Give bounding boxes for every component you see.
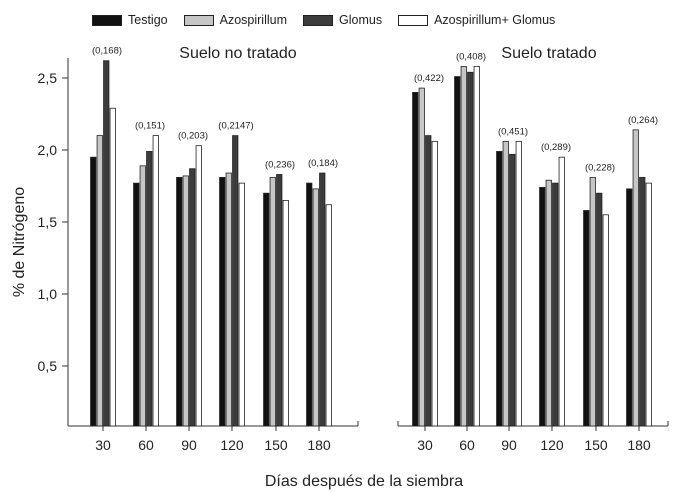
y-axis-label: % de Nitrógeno (11, 187, 28, 297)
x-tick-label: 60 (138, 437, 154, 453)
y-tick-label: 0,5 (38, 358, 58, 374)
y-tick-label: 2,0 (38, 142, 58, 158)
bar (90, 156, 97, 427)
bar (152, 135, 159, 427)
y-tick-label: 1,0 (38, 286, 58, 302)
panel-title: Suelo tratado (501, 45, 596, 62)
bar-annotation: (0,203) (178, 131, 208, 142)
bar-annotation: (0,2147) (218, 121, 253, 132)
legend-label-testigo: Testigo (128, 13, 168, 27)
bar (454, 76, 461, 427)
bar-annotation: (0,289) (541, 142, 571, 153)
bar (418, 87, 425, 427)
legend-swatch-testigo (92, 14, 122, 26)
bar (460, 66, 467, 427)
bar (238, 182, 245, 427)
bar-annotation: (0,236) (265, 160, 295, 171)
bar (269, 176, 276, 427)
x-tick-label: 30 (95, 437, 111, 453)
bar (176, 176, 183, 427)
bar (232, 135, 239, 427)
bar (276, 174, 283, 427)
bar (225, 172, 232, 427)
bar (545, 179, 552, 427)
bar-annotation: (0,168) (92, 46, 122, 57)
bar (96, 135, 103, 427)
bar (539, 187, 546, 427)
bar (182, 175, 189, 427)
bar (139, 165, 146, 427)
x-tick-label: 180 (307, 437, 331, 453)
bar (133, 182, 140, 427)
legend-label-glomus: Glomus (339, 13, 383, 27)
y-tick-label: 1,5 (38, 214, 58, 230)
bar (558, 156, 565, 427)
legend-swatch-azospirillum-glomus (398, 14, 429, 26)
bar (596, 192, 603, 427)
bar (496, 151, 503, 427)
bar (103, 60, 110, 427)
bar (431, 140, 438, 427)
legend-label-azospirillum-glomus: Azospirillum+ Glomus (434, 13, 556, 27)
x-tick-label: 180 (627, 437, 651, 453)
x-tick-label: 90 (501, 437, 517, 453)
legend: Testigo Azospirillum Glomus Azospirillum… (92, 10, 571, 30)
x-tick-label: 120 (540, 437, 564, 453)
bar (263, 192, 270, 427)
legend-item-azospirillum: Azospirillum (183, 13, 287, 27)
bar (473, 66, 480, 427)
bar-annotation: (0,422) (414, 73, 444, 84)
legend-swatch-glomus (303, 14, 333, 26)
bar (515, 140, 522, 427)
bar-annotation: (0,264) (628, 115, 658, 126)
bar (319, 172, 326, 427)
legend-item-azospirillum-glomus: Azospirillum+ Glomus (398, 13, 555, 27)
bar (602, 214, 609, 427)
bar-annotation: (0,451) (498, 126, 528, 137)
bar (219, 176, 226, 427)
legend-item-testigo: Testigo (92, 13, 168, 27)
bar (552, 182, 559, 427)
bar (282, 199, 289, 427)
bar-annotation: (0,151) (135, 121, 165, 132)
bar (467, 71, 474, 427)
bar (589, 176, 596, 427)
bar (645, 182, 652, 427)
bar (502, 140, 509, 427)
x-tick-label: 150 (584, 437, 608, 453)
bar (306, 182, 313, 427)
bar (312, 188, 319, 427)
bar (632, 129, 639, 427)
legend-swatch-azospirillum (183, 14, 214, 26)
bar-annotation: (0,184) (308, 158, 338, 169)
bar (146, 151, 153, 427)
bar (195, 145, 202, 427)
x-tick-label: 120 (220, 437, 244, 453)
bar (639, 176, 646, 427)
x-tick-label: 150 (264, 437, 288, 453)
bar (325, 204, 332, 427)
x-axis-label: Días después de la siembra (265, 473, 463, 490)
y-tick-label: 2,5 (38, 70, 58, 86)
panel-title: Suelo no tratado (179, 45, 297, 62)
bar (412, 92, 419, 427)
bar (189, 168, 196, 427)
legend-label-azospirillum: Azospirillum (219, 13, 287, 27)
x-tick-label: 30 (417, 437, 433, 453)
bar-annotation: (0,408) (456, 52, 486, 63)
bar (583, 210, 590, 427)
bar (109, 107, 116, 427)
legend-item-glomus: Glomus (303, 13, 382, 27)
bar (509, 153, 516, 427)
x-tick-label: 90 (181, 437, 197, 453)
x-tick-label: 60 (459, 437, 475, 453)
bar (626, 188, 633, 427)
bar-annotation: (0,228) (585, 162, 615, 173)
bar (425, 135, 432, 427)
